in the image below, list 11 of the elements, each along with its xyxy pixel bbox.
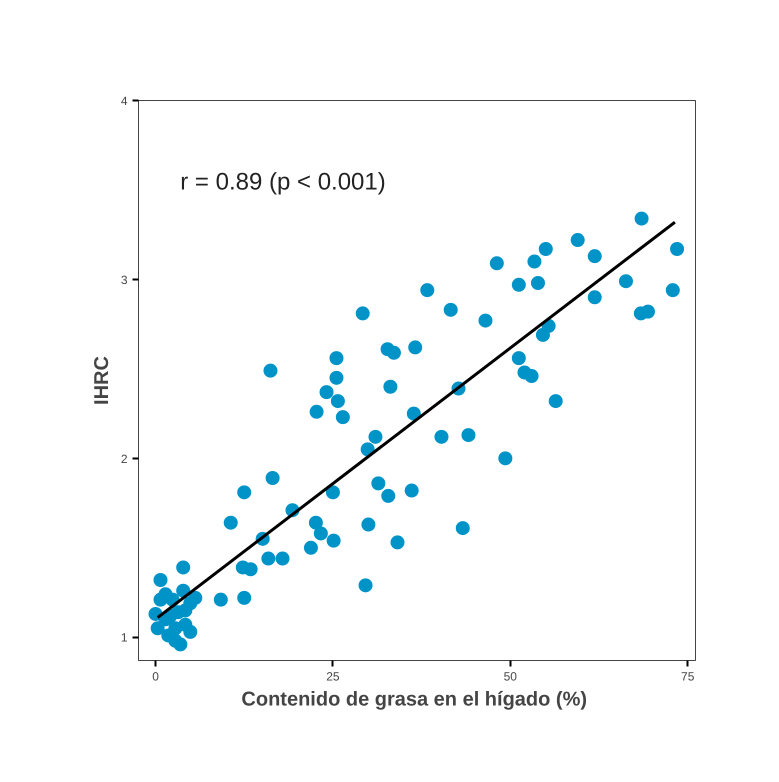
x-tick-label: 75 (681, 670, 695, 684)
y-tick-label: 3 (120, 272, 128, 287)
y-tick-label: 2 (120, 452, 128, 466)
y-tick-label: 4 (120, 94, 128, 108)
x-tick-label: 0 (152, 670, 160, 684)
x-axis-title: Contenido de grasa en el hígado (%) (241, 688, 588, 710)
x-tick-label: 25 (326, 670, 340, 684)
annotation: r = 0.89 (p < 0.001) (180, 168, 386, 196)
y-tick-label: 1 (120, 630, 128, 645)
x-tick-label: 50 (504, 670, 518, 684)
y-axis-title: IHRC (90, 356, 113, 405)
